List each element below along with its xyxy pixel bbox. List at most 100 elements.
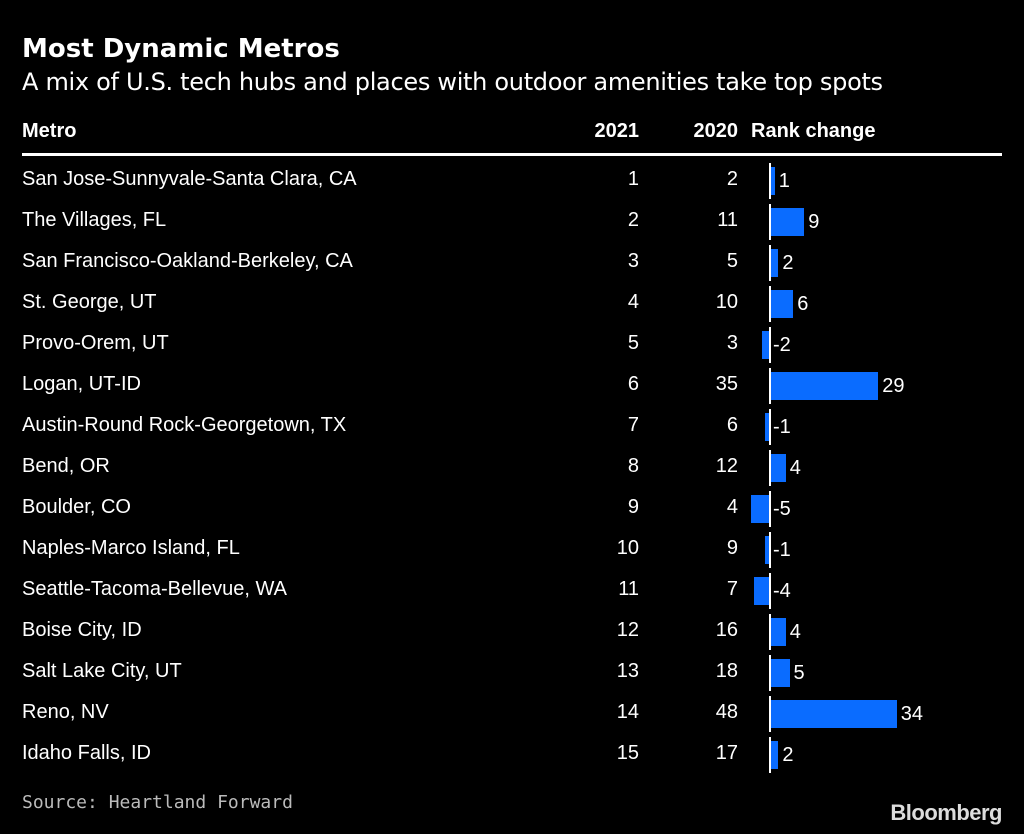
header-2020: 2020 [693,120,739,142]
rank-change-bar [761,331,769,359]
rank-2021: 3 [627,250,639,272]
rank-change-bar [771,618,786,646]
table-row: Naples-Marco Island, FL 10 9 -1 [0,529,1024,570]
metro-name: Bend, OR [22,455,110,477]
zero-axis-line [769,737,771,773]
bloomberg-logo: Bloomberg [890,800,1002,825]
rank-change-bar [754,577,769,605]
zero-axis-line [769,204,771,240]
rank-2021: 8 [627,455,639,477]
rank-2020: 7 [726,578,738,600]
rank-2021: 1 [627,168,639,190]
table-row: Bend, OR 8 12 4 [0,447,1024,488]
rank-change-label: 29 [882,375,905,397]
rank-2021: 7 [627,414,639,436]
table-row: Logan, UT-ID 6 35 29 [0,365,1024,406]
zero-axis-line [769,245,771,281]
rank-2021: 2 [627,209,639,231]
rank-change-bar [771,741,779,769]
zero-axis-line [769,450,771,486]
metro-name: St. George, UT [22,291,157,313]
rank-change-bar [750,495,769,523]
rank-change-label: -1 [773,416,791,438]
rank-change-bar [771,208,805,236]
rank-change-label: -2 [773,334,791,356]
header-metro: Metro [22,120,77,142]
rank-change-bar [771,290,794,318]
metro-name: San Jose-Sunnyvale-Santa Clara, CA [22,168,357,190]
rank-change-label: -5 [773,498,791,520]
table-row: Salt Lake City, UT 13 18 5 [0,652,1024,693]
metro-name: Provo-Orem, UT [22,332,169,354]
header-2021: 2021 [594,120,640,142]
table-row: Reno, NV 14 48 34 [0,693,1024,734]
chart-subtitle: A mix of U.S. tech hubs and places with … [22,68,883,96]
zero-axis-line [769,696,771,732]
rank-2021: 9 [627,496,639,518]
chart-title: Most Dynamic Metros [22,34,340,64]
table-row: Boise City, ID 12 16 4 [0,611,1024,652]
rank-change-label: -4 [773,580,791,602]
table-row: Provo-Orem, UT 5 3 -2 [0,324,1024,365]
rank-2020: 2 [726,168,738,190]
table-row: Boulder, CO 9 4 -5 [0,488,1024,529]
rank-2020: 35 [715,373,738,395]
rank-2020: 5 [726,250,738,272]
rank-change-label: 1 [778,170,790,192]
table-row: Seattle-Tacoma-Bellevue, WA 11 7 -4 [0,570,1024,611]
rank-change-label: 2 [782,252,794,274]
source-note: Source: Heartland Forward [22,792,293,813]
zero-axis-line [769,532,771,568]
rank-2021: 10 [616,537,639,559]
metro-name: Boulder, CO [22,496,131,518]
metro-name: Reno, NV [22,701,109,723]
rank-2021: 6 [627,373,639,395]
rank-change-label: 2 [782,744,794,766]
table-row: Austin-Round Rock-Georgetown, TX 7 6 -1 [0,406,1024,447]
metro-name: Boise City, ID [22,619,142,641]
zero-axis-line [769,327,771,363]
metro-name: Naples-Marco Island, FL [22,537,240,559]
metro-name: San Francisco-Oakland-Berkeley, CA [22,250,353,272]
rank-change-label: 34 [900,703,924,725]
rank-2021: 15 [616,742,639,764]
rank-change-label: 9 [808,211,820,233]
rank-2020: 10 [715,291,738,313]
rank-change-bar [771,372,879,400]
zero-axis-line [769,573,771,609]
rank-2021: 11 [618,578,639,600]
rank-change-label: 4 [789,621,801,643]
zero-axis-line [769,614,771,650]
zero-axis-line [769,286,771,322]
rank-change-bar [771,454,786,482]
metro-name: Salt Lake City, UT [22,660,182,682]
metro-name: The Villages, FL [22,209,167,231]
rank-change-bar [771,700,897,728]
rank-2020: 12 [715,455,738,477]
rank-2021: 5 [627,332,639,354]
rank-change-label: 4 [789,457,801,479]
rank-change-bar [771,167,775,195]
zero-axis-line [769,163,771,199]
table-row: Idaho Falls, ID 15 17 2 [0,734,1024,775]
table-row: San Francisco-Oakland-Berkeley, CA 3 5 2 [0,242,1024,283]
table-row: The Villages, FL 2 11 9 [0,201,1024,242]
zero-axis-line [769,491,771,527]
metro-name: Logan, UT-ID [22,373,141,395]
header-rule [22,153,1002,156]
zero-axis-line [769,409,771,445]
rank-change-bar [765,536,769,564]
rank-2021: 13 [616,660,639,682]
rank-2020: 6 [726,414,738,436]
metro-name: Idaho Falls, ID [22,742,151,764]
rank-change-label: -1 [773,539,791,561]
rank-2020: 4 [726,496,738,518]
rank-change-bar [771,659,790,687]
zero-axis-line [769,368,771,404]
header-rank-change: Rank change [751,120,876,142]
rank-2020: 17 [715,742,738,764]
rank-2020: 48 [715,701,738,723]
rank-change-label: 6 [797,293,809,315]
rank-change-label: 5 [793,662,805,684]
rank-2021: 14 [616,701,639,723]
